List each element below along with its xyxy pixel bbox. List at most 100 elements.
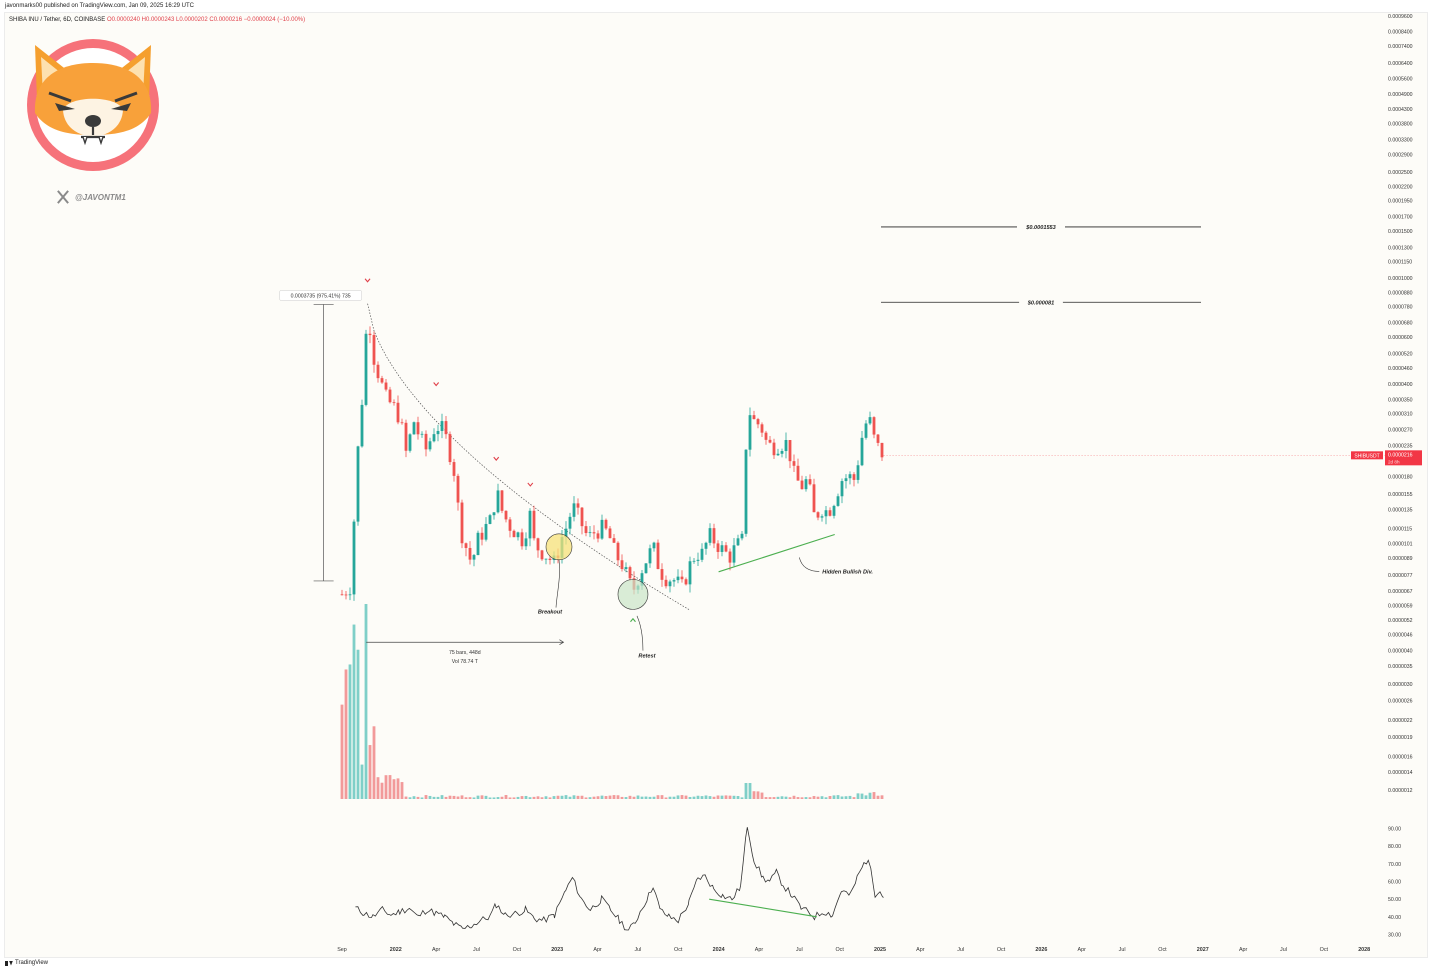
footer-brand[interactable]: TradingView <box>5 960 48 966</box>
volume-bar <box>460 795 464 799</box>
candle-body <box>756 419 760 425</box>
annotations: 0.0003735 (975.41%) 735 75 bars, 448d Vol … <box>279 278 1422 665</box>
volume-bar <box>784 796 788 799</box>
trendline <box>367 303 690 610</box>
candle-body <box>844 478 848 482</box>
price-tick-label: 0.0002500 <box>1388 170 1413 176</box>
candle-body <box>404 422 408 451</box>
volume-bar <box>480 795 484 799</box>
candle-body <box>836 496 840 506</box>
candle-body <box>716 543 720 552</box>
symbol-info: SHIBA INU / Tether, 6D, COINBASE O0.0000… <box>9 17 305 23</box>
price-tick-label: 0.0000089 <box>1388 556 1413 562</box>
candle-body <box>476 532 480 556</box>
candle-body <box>764 432 768 440</box>
candle-body <box>876 434 880 443</box>
price-tick-label: 0.0000077 <box>1388 573 1413 579</box>
price-tick-label: 0.0002200 <box>1388 185 1413 191</box>
time-tick-label: 2023 <box>551 947 563 953</box>
candle-body <box>664 579 668 587</box>
volume-bar <box>392 779 396 799</box>
price-tick-label: 0.0000180 <box>1388 474 1413 480</box>
rsi-panel <box>355 827 884 931</box>
candle-body <box>372 335 376 365</box>
volume-bar <box>512 797 516 799</box>
divergence-line-rsi[interactable] <box>709 898 817 918</box>
volume-bar <box>608 795 612 799</box>
time-tick-label: Jul <box>1119 947 1126 953</box>
volume-bar <box>420 797 424 799</box>
volume-bar <box>412 796 416 799</box>
price-tick-label: 0.0000030 <box>1388 682 1413 688</box>
price-tick-label: 0.0003800 <box>1388 121 1413 127</box>
candle-body <box>576 503 580 508</box>
volume-bar <box>456 796 460 799</box>
candle-body <box>368 333 372 336</box>
volume-bar <box>824 797 828 799</box>
descending-trendline[interactable] <box>367 303 690 610</box>
volume-bar <box>604 796 608 799</box>
volume-bar <box>368 745 372 799</box>
volume-bar <box>464 797 468 799</box>
volume-bar <box>532 796 536 799</box>
volume-bar <box>352 624 356 799</box>
candle-body <box>736 538 740 546</box>
chart-frame[interactable]: $0.0001553 $0.000081 0.0003735 (975.41%) … <box>4 12 1428 958</box>
author-handle: @JAVONTM1 <box>55 189 126 205</box>
candle-body <box>624 567 628 570</box>
divergence-line-price[interactable] <box>718 533 835 573</box>
candle-body <box>712 528 716 544</box>
price-tick-label: 0.0000012 <box>1388 788 1413 794</box>
chevron-down-icon <box>364 278 371 283</box>
volume-bar <box>640 796 644 799</box>
volume-bar <box>772 797 776 799</box>
price-tick-label: 0.0000035 <box>1388 664 1413 670</box>
time-tick-label: 2028 <box>1358 947 1370 953</box>
candle-body <box>788 440 792 462</box>
candle-body <box>880 442 884 458</box>
volume-bar <box>356 649 360 799</box>
volume-bar <box>380 782 384 799</box>
volume-bar <box>720 795 724 799</box>
volume-bar <box>400 782 404 799</box>
price-tick-label: 0.0000101 <box>1388 541 1413 547</box>
volume-bar <box>492 797 496 799</box>
candle-body <box>688 561 692 585</box>
rsi-tick-label: 40.00 <box>1388 915 1401 921</box>
time-tick-label: Apr <box>1239 947 1248 953</box>
volume-bar <box>568 796 572 799</box>
candle-body <box>448 434 452 463</box>
candle-body <box>728 551 732 563</box>
price-tick-label: 0.0004300 <box>1388 107 1413 113</box>
volume-bar <box>828 795 832 799</box>
volume-bar <box>760 792 764 799</box>
candle-body <box>680 576 684 580</box>
rsi-tick-label: 90.00 <box>1388 827 1401 833</box>
volume-bar <box>580 795 584 799</box>
time-tick-label: Jul <box>473 947 480 953</box>
volume-bar <box>372 726 376 799</box>
candle-body <box>464 543 468 548</box>
candle-body <box>468 547 472 560</box>
retest-circle[interactable] <box>617 579 649 610</box>
time-tick-label: 2024 <box>713 947 725 953</box>
price-level-label: $0.000081 <box>1027 300 1054 306</box>
rsi-tick-label: 30.00 <box>1388 932 1401 938</box>
candle-body <box>608 528 612 539</box>
volume-bar <box>656 795 660 799</box>
candle-body <box>568 516 572 529</box>
candle-body <box>520 532 524 547</box>
candle-body <box>612 538 616 543</box>
candle-body <box>660 569 664 580</box>
volume-bar <box>448 795 452 799</box>
volume-bar <box>432 796 436 799</box>
candle-body <box>860 437 864 466</box>
volume-bar <box>812 796 816 799</box>
chart-canvas[interactable]: $0.0001553 $0.000081 0.0003735 (975.41%) … <box>5 13 1427 957</box>
price-tick-label: 0.0002900 <box>1388 153 1413 159</box>
breakout-circle[interactable] <box>545 533 573 561</box>
candle-body <box>524 538 528 547</box>
volume-bar <box>776 796 780 799</box>
chevron-down-icon <box>493 456 500 461</box>
candle-body <box>604 519 608 529</box>
